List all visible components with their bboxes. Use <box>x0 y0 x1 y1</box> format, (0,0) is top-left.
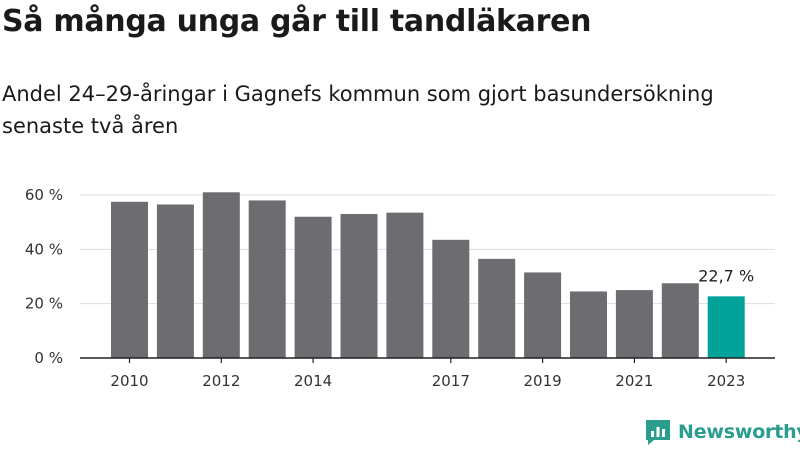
chart-subtitle: Andel 24–29-åringar i Gagnefs kommun som… <box>2 82 714 138</box>
bar-2021 <box>615 290 653 358</box>
bar-2010 <box>111 201 148 358</box>
data-label: 22,7 % <box>698 266 754 285</box>
bar-chart: 0 % 20 % 40 % 60 % 2010 2012 2014 2017 2019 2021 2… <box>25 186 775 390</box>
bar-2017 <box>432 239 470 358</box>
bar-2023 <box>707 296 745 358</box>
bar-2016 <box>386 212 424 358</box>
bar-2022 <box>661 283 699 358</box>
x-tick-label: 2014 <box>294 372 332 390</box>
bar-2020 <box>570 291 607 358</box>
x-tick-label: 2023 <box>707 372 745 390</box>
bars <box>111 192 745 358</box>
bar-2018 <box>478 258 516 358</box>
labels: 0 % 20 % 40 % 60 % 2010 2012 2014 2017 2019 2021 2… <box>25 186 754 390</box>
newsworthy-logo-icon <box>646 420 670 445</box>
bar-2011 <box>156 204 194 358</box>
y-tick-label: 60 % <box>25 186 63 204</box>
newsworthy-logo-text: Newsworthy <box>678 421 800 443</box>
gridlines <box>80 194 775 305</box>
x-tick-label: 2021 <box>615 372 653 390</box>
bar-2013 <box>248 200 286 358</box>
bar-2019 <box>524 272 562 358</box>
y-tick-label: 20 % <box>25 295 63 313</box>
x-tick-label: 2017 <box>432 372 470 390</box>
bar-2014 <box>294 216 332 358</box>
y-tick-label: 0 % <box>34 349 63 367</box>
y-tick-label: 40 % <box>25 240 63 258</box>
x-tick-label: 2019 <box>524 372 562 390</box>
axes <box>80 357 775 363</box>
x-tick-label: 2012 <box>202 372 240 390</box>
bar-2012 <box>202 192 240 358</box>
x-tick-label: 2010 <box>110 372 148 390</box>
chart-title: Så många unga går till tandläkaren <box>2 4 592 39</box>
newsworthy-logo: Newsworthy <box>644 418 800 446</box>
bar-2015 <box>340 214 378 358</box>
